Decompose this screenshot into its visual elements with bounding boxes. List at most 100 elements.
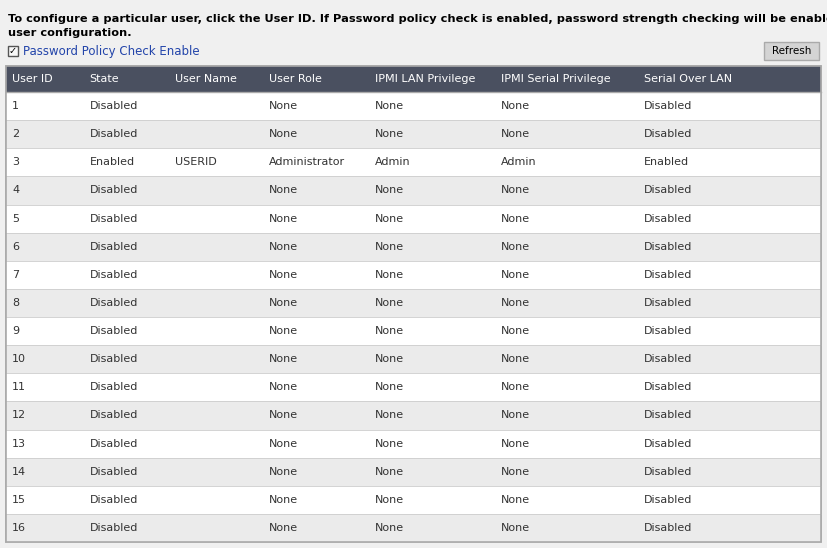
Bar	[6, 66, 821, 92]
Text: Disabled: Disabled	[643, 214, 692, 224]
Text: USERID: USERID	[175, 157, 217, 167]
Text: None: None	[375, 438, 404, 449]
Text: Disabled: Disabled	[89, 270, 138, 280]
Text: None: None	[375, 410, 404, 420]
Text: None: None	[375, 326, 404, 336]
Text: None: None	[501, 214, 530, 224]
Text: None: None	[501, 354, 530, 364]
Bar	[6, 92, 821, 120]
Text: Password Policy Check Enable: Password Policy Check Enable	[23, 44, 199, 58]
Text: None: None	[375, 298, 404, 308]
Text: None: None	[501, 129, 530, 139]
Text: Disabled: Disabled	[643, 467, 692, 477]
Bar	[6, 430, 821, 458]
Text: Disabled: Disabled	[89, 242, 138, 252]
Text: Enabled: Enabled	[643, 157, 689, 167]
Text: None: None	[269, 354, 298, 364]
Text: None: None	[269, 242, 298, 252]
Text: None: None	[375, 101, 404, 111]
Text: Disabled: Disabled	[89, 467, 138, 477]
Text: Serial Over LAN: Serial Over LAN	[643, 74, 732, 84]
Text: None: None	[269, 383, 298, 392]
Text: 10: 10	[12, 354, 26, 364]
Text: 12: 12	[12, 410, 26, 420]
Text: Disabled: Disabled	[643, 354, 692, 364]
Text: None: None	[501, 383, 530, 392]
Text: 16: 16	[12, 523, 26, 533]
Text: None: None	[375, 242, 404, 252]
Text: IPMI Serial Privilege: IPMI Serial Privilege	[501, 74, 610, 84]
Text: Disabled: Disabled	[89, 354, 138, 364]
Text: User Role: User Role	[269, 74, 322, 84]
Text: None: None	[501, 242, 530, 252]
Text: Disabled: Disabled	[643, 523, 692, 533]
Bar	[6, 486, 821, 514]
Text: None: None	[269, 270, 298, 280]
Text: None: None	[269, 410, 298, 420]
Text: Disabled: Disabled	[643, 410, 692, 420]
Bar	[6, 514, 821, 542]
Bar	[6, 317, 821, 345]
Text: Refresh: Refresh	[772, 46, 811, 56]
Text: Disabled: Disabled	[89, 383, 138, 392]
Text: Admin: Admin	[501, 157, 537, 167]
Text: Disabled: Disabled	[643, 383, 692, 392]
Text: None: None	[269, 101, 298, 111]
Text: None: None	[501, 185, 530, 196]
Bar	[8, 46, 18, 56]
Bar	[6, 289, 821, 317]
Text: User ID: User ID	[12, 74, 53, 84]
Text: 9: 9	[12, 326, 19, 336]
Text: None: None	[269, 467, 298, 477]
Bar	[6, 458, 821, 486]
Bar	[764, 42, 819, 60]
Text: 5: 5	[12, 214, 19, 224]
Text: None: None	[375, 467, 404, 477]
Text: Disabled: Disabled	[643, 495, 692, 505]
Text: 15: 15	[12, 495, 26, 505]
Text: User Name: User Name	[175, 74, 237, 84]
Text: None: None	[375, 129, 404, 139]
Text: None: None	[375, 495, 404, 505]
Bar	[6, 373, 821, 401]
Bar	[6, 204, 821, 232]
Text: 13: 13	[12, 438, 26, 449]
Bar	[6, 176, 821, 204]
Bar	[6, 149, 821, 176]
Text: None: None	[501, 298, 530, 308]
Text: Disabled: Disabled	[643, 129, 692, 139]
Text: 6: 6	[12, 242, 19, 252]
Text: Disabled: Disabled	[643, 185, 692, 196]
Text: None: None	[269, 495, 298, 505]
Text: None: None	[501, 523, 530, 533]
Text: Disabled: Disabled	[643, 242, 692, 252]
Text: Disabled: Disabled	[89, 326, 138, 336]
Bar	[6, 232, 821, 261]
Text: None: None	[501, 270, 530, 280]
Text: None: None	[269, 185, 298, 196]
Text: None: None	[375, 185, 404, 196]
Text: Enabled: Enabled	[89, 157, 135, 167]
Text: Disabled: Disabled	[89, 214, 138, 224]
Text: 7: 7	[12, 270, 19, 280]
Text: Disabled: Disabled	[643, 298, 692, 308]
Text: 8: 8	[12, 298, 19, 308]
Text: None: None	[375, 214, 404, 224]
Text: None: None	[501, 495, 530, 505]
Text: None: None	[375, 523, 404, 533]
Text: State: State	[89, 74, 119, 84]
Text: Disabled: Disabled	[89, 185, 138, 196]
Text: 2: 2	[12, 129, 19, 139]
Text: ✓: ✓	[9, 46, 17, 56]
Text: Disabled: Disabled	[643, 326, 692, 336]
Text: Disabled: Disabled	[643, 101, 692, 111]
Text: None: None	[269, 438, 298, 449]
Text: None: None	[375, 354, 404, 364]
Text: None: None	[501, 438, 530, 449]
Text: None: None	[269, 326, 298, 336]
Text: None: None	[501, 101, 530, 111]
Text: IPMI LAN Privilege: IPMI LAN Privilege	[375, 74, 475, 84]
Text: 11: 11	[12, 383, 26, 392]
Text: None: None	[269, 298, 298, 308]
Text: Disabled: Disabled	[89, 129, 138, 139]
